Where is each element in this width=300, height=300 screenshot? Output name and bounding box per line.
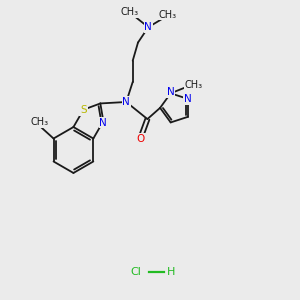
Text: N: N xyxy=(122,97,130,107)
Text: CH₃: CH₃ xyxy=(184,80,202,90)
Text: CH₃: CH₃ xyxy=(120,7,138,17)
Text: N: N xyxy=(184,94,192,104)
Text: Cl: Cl xyxy=(130,267,141,277)
Text: N: N xyxy=(100,118,107,128)
Text: N: N xyxy=(144,22,152,32)
Text: O: O xyxy=(137,134,145,144)
Text: CH₃: CH₃ xyxy=(31,117,49,127)
Text: H: H xyxy=(167,267,176,277)
Text: S: S xyxy=(80,105,87,115)
Text: N: N xyxy=(167,87,175,98)
Text: CH₃: CH₃ xyxy=(159,10,177,20)
